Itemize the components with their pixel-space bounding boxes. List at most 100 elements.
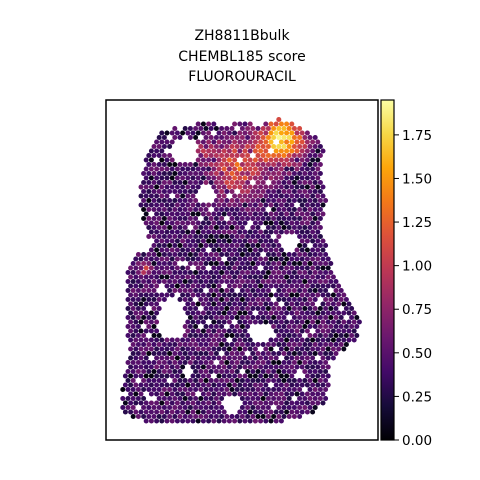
spot — [263, 400, 269, 406]
spot — [276, 243, 282, 248]
spot — [224, 288, 230, 293]
spot — [174, 418, 180, 424]
spot — [297, 387, 303, 392]
spot — [185, 418, 191, 424]
spot — [211, 229, 217, 235]
spot — [229, 387, 235, 392]
spot — [273, 310, 279, 316]
spot — [260, 378, 266, 383]
spot — [177, 297, 183, 302]
spot — [174, 247, 180, 253]
spot — [234, 135, 240, 140]
spot — [304, 202, 310, 208]
spot — [128, 337, 134, 343]
spot — [151, 198, 157, 203]
spot — [151, 297, 157, 302]
spot — [265, 288, 271, 293]
spot — [273, 400, 279, 406]
spot — [297, 261, 303, 266]
spot — [302, 369, 308, 374]
spot — [265, 405, 271, 410]
spot — [258, 229, 264, 235]
spot — [255, 387, 261, 392]
spot — [252, 265, 258, 271]
spot — [258, 220, 264, 226]
spot — [226, 373, 232, 379]
spot — [278, 400, 284, 406]
spot — [297, 333, 303, 338]
spot — [286, 126, 292, 131]
spot — [156, 333, 162, 338]
spot — [317, 261, 323, 266]
spot — [226, 346, 232, 352]
spot — [297, 405, 303, 410]
spot — [133, 373, 139, 379]
spot — [190, 328, 196, 334]
spot — [177, 243, 183, 248]
spot — [252, 211, 258, 217]
spot — [291, 189, 297, 194]
spot — [208, 405, 214, 410]
spot — [278, 382, 284, 388]
spot — [151, 333, 157, 338]
spot — [224, 207, 230, 212]
spot — [148, 418, 154, 424]
spot — [252, 229, 258, 235]
spot — [229, 189, 235, 194]
spot — [307, 171, 313, 176]
spot — [304, 130, 310, 136]
spot — [185, 202, 191, 208]
spot — [130, 387, 136, 392]
spatial-spots — [120, 117, 362, 424]
spot — [307, 360, 313, 365]
spot — [265, 414, 271, 419]
spot — [263, 355, 269, 361]
spot — [323, 261, 329, 266]
spot — [190, 184, 196, 190]
spot — [167, 396, 173, 401]
spot — [276, 252, 282, 257]
spot — [161, 351, 167, 356]
spot — [304, 346, 310, 352]
spot — [206, 364, 212, 370]
spot — [208, 306, 214, 311]
spot — [265, 297, 271, 302]
spot — [200, 265, 206, 271]
spot — [224, 198, 230, 203]
spot — [200, 220, 206, 226]
spot — [330, 283, 336, 289]
spot — [156, 369, 162, 374]
spot — [211, 184, 217, 190]
spot — [252, 202, 258, 208]
spot — [250, 297, 256, 302]
spot — [237, 220, 243, 226]
plot-frame — [105, 99, 379, 441]
spot — [268, 319, 274, 325]
spot — [247, 274, 253, 280]
spot — [242, 283, 248, 289]
spot — [237, 319, 243, 325]
spot — [211, 409, 217, 415]
spot — [323, 297, 329, 302]
spot — [323, 270, 329, 275]
spot — [172, 378, 178, 383]
spot — [159, 355, 165, 361]
spot — [211, 211, 217, 217]
spot — [278, 292, 284, 298]
spot — [135, 396, 141, 401]
spot — [278, 211, 284, 217]
spot — [304, 328, 310, 334]
spot — [304, 148, 310, 154]
spot — [151, 342, 157, 347]
spot — [284, 400, 290, 406]
spot — [271, 171, 277, 176]
spot — [164, 274, 170, 280]
spot — [255, 261, 261, 266]
spot — [206, 166, 212, 172]
spot — [247, 256, 253, 262]
spot — [273, 364, 279, 370]
spot — [219, 279, 225, 284]
spot — [299, 229, 305, 235]
spot — [245, 207, 251, 212]
spot — [182, 234, 188, 239]
